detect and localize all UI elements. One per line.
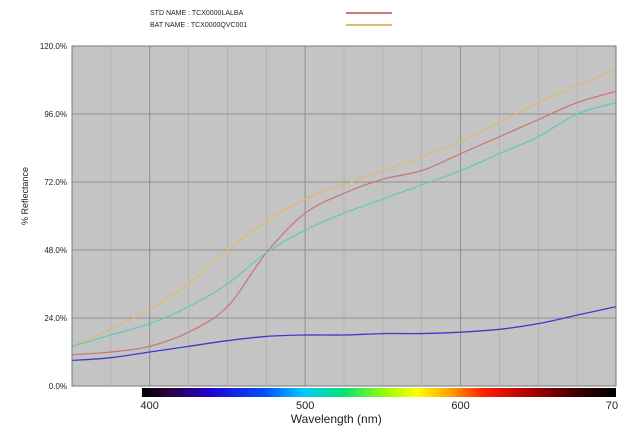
y-axis-label: % Reflectance [20, 167, 30, 225]
x-tick-label-3: 70 [606, 400, 618, 412]
legend-swatch-bat [346, 24, 392, 26]
series-line-1 [72, 68, 616, 347]
series-line-3 [72, 306, 616, 362]
y-tick-labels: 0.0% 24.0% 48.0% 72.0% 96.0% 120.0% [40, 42, 67, 391]
x-axis-label: Wavelength (nm) [291, 412, 382, 426]
legend-label-std: STD NAME : TCX0000LALBA [150, 10, 244, 17]
x-tick-labels: 400 500 600 70 [141, 400, 619, 412]
x-tick-label-0: 400 [141, 400, 159, 412]
y-tick-label-3: 72.0% [44, 178, 67, 187]
y-tick-label-4: 96.0% [44, 110, 67, 119]
y-tick-label-2: 48.0% [44, 246, 67, 255]
series-line-0 [72, 90, 616, 356]
y-tick-label-5: 120.0% [40, 42, 67, 51]
legend-swatch-std [346, 12, 392, 14]
x-tick-label-2: 600 [451, 400, 469, 412]
x-tick-label-1: 500 [296, 400, 314, 412]
y-tick-label-0: 0.0% [49, 382, 67, 391]
legend-label-bat: BAT NAME : TCX0000QVC001 [150, 22, 248, 29]
spectrum-bar [141, 388, 616, 397]
series-layer [72, 68, 616, 362]
legend: STD NAME : TCX0000LALBA BAT NAME : TCX00… [150, 6, 410, 34]
plot-frame [71, 45, 617, 387]
series-line-2 [72, 102, 616, 347]
y-tick-label-1: 24.0% [44, 314, 67, 323]
